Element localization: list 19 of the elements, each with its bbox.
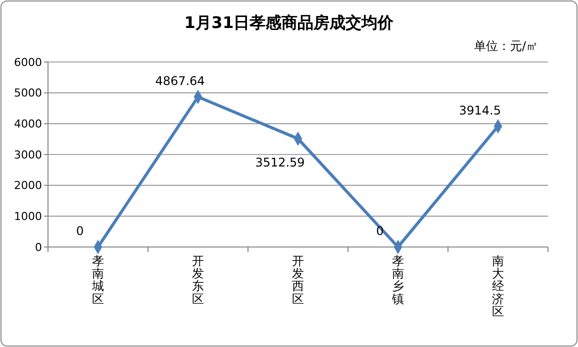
x-tick-label: 开发西区 xyxy=(292,254,304,306)
y-tick-label: 2000 xyxy=(14,179,42,192)
data-label: 4867.64 xyxy=(155,74,205,88)
y-tick-label: 6000 xyxy=(14,56,42,69)
y-tick-label: 1000 xyxy=(14,210,42,224)
chart-subtitle: 单位：元/㎡ xyxy=(474,39,538,53)
x-tick-label: 开发东区 xyxy=(192,254,204,306)
chart-title: 1月31日孝感商品房成交均价 xyxy=(184,13,395,32)
data-label: 3512.59 xyxy=(255,156,305,170)
y-tick-label: 0 xyxy=(35,240,42,254)
x-tick-label: 孝南城区 xyxy=(91,254,104,306)
data-label: 3914.5 xyxy=(459,103,501,118)
x-tick-label: 孝南乡镇 xyxy=(391,254,404,306)
x-tick-label: 南大经济区 xyxy=(492,254,504,318)
data-label: 0 xyxy=(376,224,384,238)
y-tick-label: 5000 xyxy=(14,86,42,100)
y-tick-label: 3000 xyxy=(14,148,42,162)
data-label: 0 xyxy=(76,224,84,238)
y-tick-label: 4000 xyxy=(14,118,42,131)
